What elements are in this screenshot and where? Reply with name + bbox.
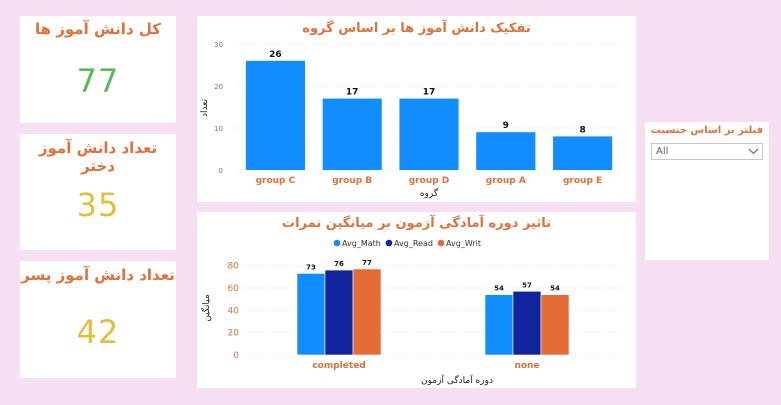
chart-card-prep: تاثیر دوره آمادگی آزمون بر میانگین نمرات… bbox=[197, 212, 636, 388]
y-axis-title: تعداد bbox=[200, 98, 210, 117]
legend-marker bbox=[333, 239, 341, 247]
x-tick-label: group D bbox=[409, 176, 450, 186]
legend-label: Avg_Math bbox=[342, 239, 381, 248]
bar bbox=[245, 60, 305, 170]
gender-filter-dropdown[interactable]: All bbox=[651, 143, 763, 160]
kpi-title-girls: تعداد دانش آموز دختر bbox=[38, 139, 158, 175]
bar bbox=[553, 136, 613, 170]
legend-marker bbox=[437, 239, 445, 247]
x-axis-title: گروه bbox=[420, 187, 439, 199]
data-label: 76 bbox=[334, 260, 344, 268]
data-label: 57 bbox=[522, 281, 532, 289]
bar bbox=[399, 98, 459, 170]
data-label: 54 bbox=[550, 285, 560, 293]
y-tick-label: 40 bbox=[228, 306, 240, 316]
y-tick-label: 0 bbox=[233, 351, 239, 361]
kpi-card-girls: تعداد دانش آموز دختر 35 bbox=[20, 134, 176, 250]
data-label: 77 bbox=[362, 259, 372, 267]
bar bbox=[540, 294, 570, 356]
chevron-down-icon bbox=[748, 148, 759, 155]
legend-label: Avg_Writ bbox=[446, 239, 481, 248]
x-tick-label: group B bbox=[332, 176, 372, 186]
kpi-card-boys: تعداد دانش آموز پسر 42 bbox=[20, 261, 176, 378]
x-tick-label: group E bbox=[563, 176, 602, 186]
filter-title: فیلتر بر اساس جنسیت bbox=[650, 125, 764, 136]
chart-card-groups: تفکیک دانش آموز ها بر اساس گروه 0 10 20 30 2… bbox=[197, 16, 636, 202]
y-tick-label: 10 bbox=[214, 125, 223, 133]
data-label: 73 bbox=[306, 263, 316, 271]
x-tick-label: group C bbox=[256, 176, 296, 186]
chart-title-prep: تاثیر دوره آمادگی آزمون بر میانگین نمرات bbox=[282, 216, 551, 231]
data-label: 8 bbox=[579, 125, 585, 135]
x-axis-title: دوره آمادگی آزمون bbox=[421, 374, 493, 386]
chart-groups: 0 10 20 30 26 group C 17 group B 17 group D 9 group… bbox=[200, 41, 621, 199]
kpi-title-total: کل دانش آموز ها bbox=[35, 20, 161, 38]
chart-prep: Avg_Math Avg_Read Avg_Writ 0 20 40 60 80 73 76 77 c… bbox=[200, 239, 621, 386]
legend-label: Avg_Read bbox=[394, 239, 433, 248]
data-label: 54 bbox=[494, 285, 504, 293]
x-tick-label: none bbox=[514, 361, 539, 371]
kpi-card-total: کل دانش آموز ها 77 bbox=[20, 16, 176, 123]
data-label: 17 bbox=[346, 88, 359, 98]
y-tick-label: 30 bbox=[214, 41, 223, 49]
y-tick-label: 20 bbox=[228, 329, 240, 339]
y-tick-label: 80 bbox=[228, 262, 240, 272]
y-tick-label: 20 bbox=[214, 83, 223, 91]
x-tick-label: completed bbox=[312, 361, 365, 371]
kpi-value-girls: 35 bbox=[76, 186, 120, 224]
chart-title-groups: تفکیک دانش آموز ها بر اساس گروه bbox=[302, 21, 531, 36]
filter-selected-value: All bbox=[656, 146, 669, 157]
y-tick-label: 60 bbox=[228, 284, 240, 294]
bar bbox=[512, 290, 542, 356]
bar bbox=[352, 268, 382, 356]
y-axis-title: میانگین bbox=[200, 294, 212, 322]
data-label: 17 bbox=[423, 88, 436, 98]
kpi-value-total: 77 bbox=[76, 62, 120, 100]
data-label: 26 bbox=[269, 50, 282, 60]
bar bbox=[484, 294, 514, 356]
bar bbox=[324, 269, 354, 356]
kpi-value-boys: 42 bbox=[76, 313, 120, 351]
legend-marker bbox=[385, 239, 393, 247]
gender-filter-card: فیلتر بر اساس جنسیت All bbox=[645, 122, 769, 260]
x-tick-label: group A bbox=[486, 176, 526, 186]
kpi-title-boys: تعداد دانش آموز پسر bbox=[21, 266, 175, 284]
y-tick-label: 0 bbox=[219, 167, 223, 175]
bar bbox=[322, 98, 382, 170]
data-label: 9 bbox=[503, 121, 509, 131]
bar bbox=[296, 273, 326, 356]
bar bbox=[476, 132, 536, 170]
